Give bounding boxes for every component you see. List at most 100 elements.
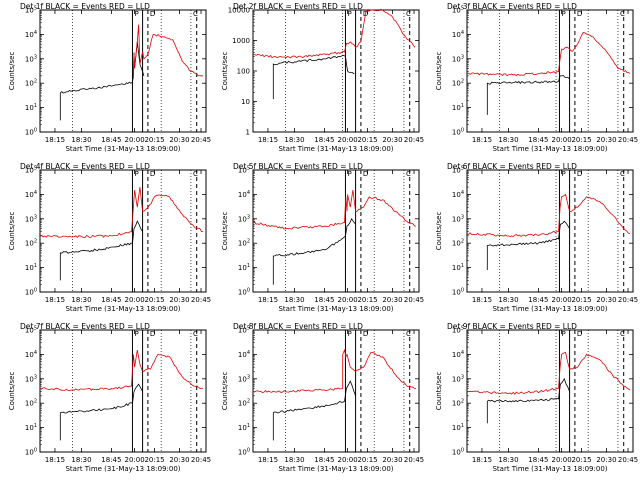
event-marker: C xyxy=(193,170,198,178)
event-marker: P xyxy=(134,10,138,18)
panel-6: Det 6f BLACK = Events RED = LLD 100 101 102… xyxy=(435,162,638,313)
series-lld-line xyxy=(133,24,204,79)
panel-8: Det 8f BLACK = Events RED = LLD 100 101 102… xyxy=(221,322,424,473)
plot-frame xyxy=(252,169,420,293)
event-marker: D xyxy=(363,330,368,338)
event-marker: P xyxy=(347,330,351,338)
y-axis-label: Counts/sec xyxy=(435,212,443,251)
y-tick-label: 103 xyxy=(452,54,464,63)
panel-1: Det 1f BLACK = Events RED = LLD 100 101 102… xyxy=(8,2,211,153)
series-events-line xyxy=(486,74,570,115)
x-tick-label: 20:15 xyxy=(571,136,591,144)
x-tick-label: 20:30 xyxy=(596,456,616,464)
y-tick-label: 10000 xyxy=(228,7,250,15)
y-tick-label: 10 xyxy=(241,98,250,106)
event-marker: D xyxy=(577,170,582,178)
y-axis-label: Counts/sec xyxy=(221,372,229,411)
y-tick-label: 101 xyxy=(452,103,464,112)
y-tick-label: 105 xyxy=(25,6,37,15)
y-tick-label: 105 xyxy=(25,166,37,175)
x-tick-label: 18:15 xyxy=(45,296,65,304)
panel-2: Det 2f BLACK = Events RED = LLD 1 10 100 100… xyxy=(221,2,424,153)
y-axis-label: Counts/sec xyxy=(8,52,16,91)
y-tick-label: 105 xyxy=(25,326,37,335)
x-tick-label: 18:45 xyxy=(101,136,121,144)
event-marker: D xyxy=(150,330,155,338)
panel-title: Det 8f BLACK = Events RED = LLD xyxy=(233,322,363,331)
y-tick-label: 100 xyxy=(238,448,250,457)
x-tick-label: 20:30 xyxy=(382,136,402,144)
plot-frame xyxy=(466,169,634,293)
x-tick-label: 20:45 xyxy=(191,296,211,304)
y-axis-label: Counts/sec xyxy=(221,212,229,251)
x-tick-label: 20:00 xyxy=(125,456,145,464)
y-tick-label: 102 xyxy=(25,239,37,248)
panel-title: Det 9f BLACK = Events RED = LLD xyxy=(447,322,577,331)
x-tick-label: 20:15 xyxy=(357,136,377,144)
x-tick-label: 20:45 xyxy=(404,456,424,464)
y-tick-label: 104 xyxy=(452,30,464,39)
y-tick-label: 101 xyxy=(25,103,37,112)
x-tick-label: 20:15 xyxy=(571,456,591,464)
y-tick-label: 101 xyxy=(25,423,37,432)
event-marker: C xyxy=(193,10,198,18)
y-tick-label: 100 xyxy=(452,128,464,137)
panel-7: Det 7f BLACK = Events RED = LLD 100 101 102… xyxy=(8,322,211,473)
y-tick-label: 105 xyxy=(452,326,464,335)
y-tick-label: 103 xyxy=(238,214,250,223)
y-tick-label: 101 xyxy=(238,263,250,272)
x-tick-label: 20:45 xyxy=(618,296,638,304)
y-tick-label: 103 xyxy=(452,214,464,223)
x-tick-label: 20:45 xyxy=(618,456,638,464)
x-tick-label: 18:30 xyxy=(498,456,518,464)
plot-frame xyxy=(252,9,420,133)
y-tick-label: 102 xyxy=(25,399,37,408)
y-tick-label: 103 xyxy=(452,374,464,383)
event-marker: P xyxy=(134,330,138,338)
x-tick-label: 20:15 xyxy=(357,456,377,464)
x-tick-label: 20:15 xyxy=(144,456,164,464)
y-tick-label: 102 xyxy=(238,239,250,248)
panel-3: Det 3f BLACK = Events RED = LLD 100 101 102… xyxy=(435,2,638,153)
x-tick-label: 20:30 xyxy=(382,296,402,304)
plot-frame xyxy=(39,9,207,133)
y-tick-label: 105 xyxy=(452,6,464,15)
y-tick-label: 104 xyxy=(452,350,464,359)
x-tick-label: 18:15 xyxy=(45,136,65,144)
plot-frame xyxy=(39,329,207,453)
series-events-line xyxy=(486,220,570,270)
x-axis-label: Start Time (31-May-13 18:09:00) xyxy=(492,465,607,473)
y-tick-label: 104 xyxy=(25,30,37,39)
y-tick-label: 100 xyxy=(238,288,250,297)
panel-title: Det 6f BLACK = Events RED = LLD xyxy=(447,162,577,171)
plot-frame xyxy=(39,169,207,293)
panel-5: Det 5f BLACK = Events RED = LLD 100 101 102… xyxy=(221,162,424,313)
x-tick-label: 20:15 xyxy=(144,136,164,144)
event-marker: P xyxy=(347,170,351,178)
x-tick-label: 18:30 xyxy=(498,136,518,144)
event-marker: D xyxy=(577,330,582,338)
y-axis-label: Counts/sec xyxy=(8,212,16,251)
panel-4: Det 4f BLACK = Events RED = LLD 100 101 102… xyxy=(8,162,211,313)
x-axis-label: Start Time (31-May-13 18:09:00) xyxy=(492,305,607,313)
series-lld-line xyxy=(466,32,631,77)
x-tick-label: 18:30 xyxy=(284,136,304,144)
series-events-line xyxy=(272,380,356,441)
y-tick-label: 1 xyxy=(246,129,250,137)
y-tick-label: 103 xyxy=(25,54,37,63)
y-tick-label: 105 xyxy=(238,166,250,175)
x-axis-label: Start Time (31-May-13 18:09:00) xyxy=(65,305,180,313)
y-tick-label: 103 xyxy=(25,374,37,383)
event-marker: P xyxy=(561,10,565,18)
y-tick-label: 100 xyxy=(25,288,37,297)
plot-frame xyxy=(466,329,634,453)
x-tick-label: 18:15 xyxy=(258,136,278,144)
event-marker: P xyxy=(561,170,565,178)
series-events-line xyxy=(59,220,143,281)
x-tick-label: 20:30 xyxy=(596,136,616,144)
y-tick-label: 102 xyxy=(25,79,37,88)
series-events-line xyxy=(272,217,356,285)
y-tick-label: 105 xyxy=(452,166,464,175)
y-tick-label: 100 xyxy=(25,448,37,457)
